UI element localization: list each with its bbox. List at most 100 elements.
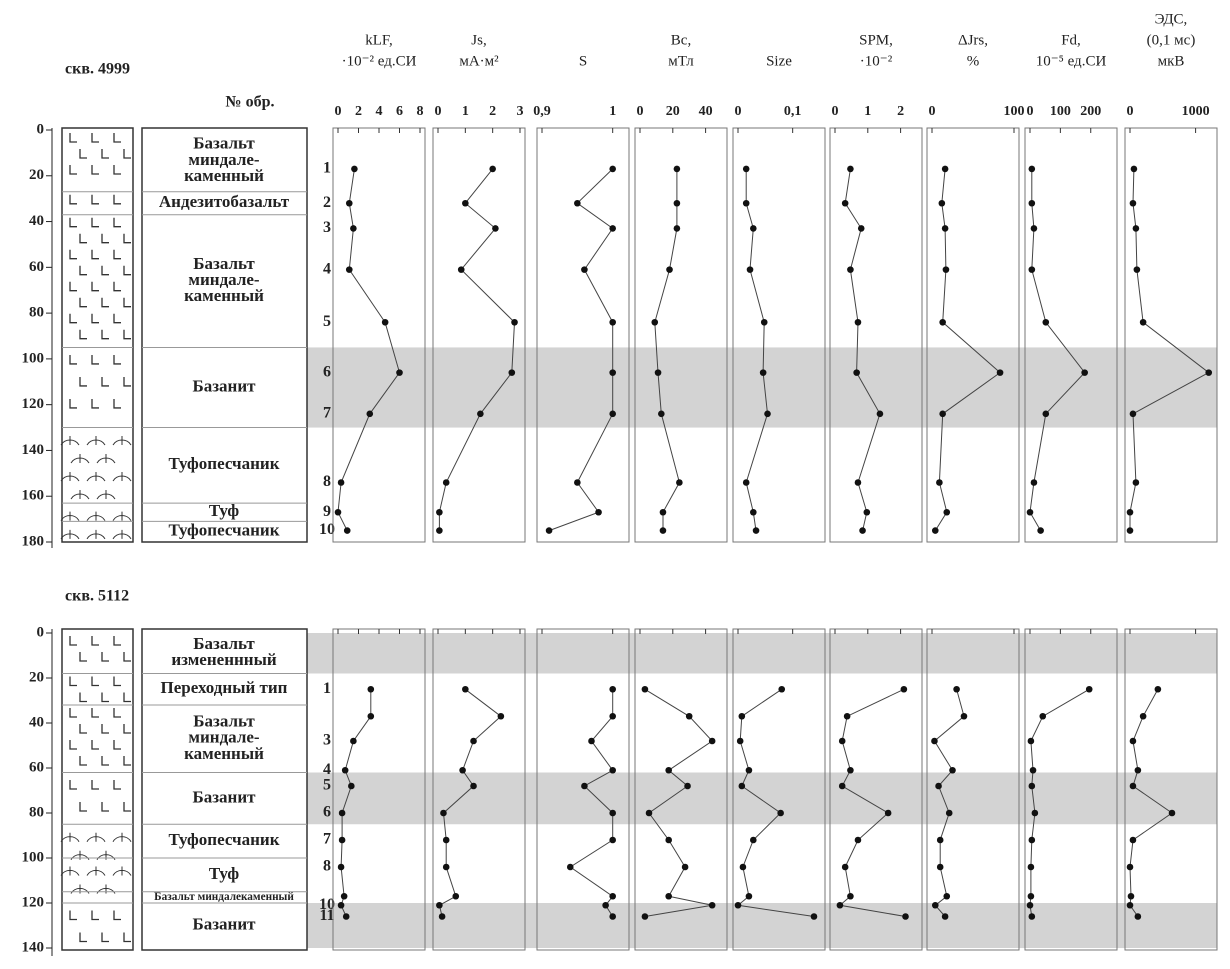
sample-point <box>345 266 353 273</box>
sample-label: 4 <box>323 761 331 778</box>
litho-symbol <box>113 910 121 921</box>
litho-symbol <box>113 740 121 750</box>
param-title: Bc, <box>671 32 691 48</box>
sample-point <box>658 410 665 418</box>
sample-point <box>366 410 374 418</box>
sample-point <box>1030 225 1038 232</box>
sample-point <box>609 836 616 844</box>
litho-symbol <box>60 529 80 540</box>
panel <box>926 628 1020 951</box>
sample-point <box>489 165 496 173</box>
litho-symbol <box>113 636 121 646</box>
sample-point <box>396 369 403 376</box>
depth-tick-label: 80 <box>29 804 44 820</box>
sample-point <box>676 479 683 486</box>
sample-point <box>345 199 353 207</box>
sample-point <box>381 318 389 326</box>
litho-symbol <box>91 780 99 790</box>
sample-point <box>1134 766 1142 774</box>
sample-point <box>666 266 673 273</box>
x-tick-label: 2 <box>355 104 362 119</box>
sample-point <box>338 809 346 817</box>
sample-point <box>497 712 505 720</box>
sample-point <box>1133 266 1141 273</box>
sample-point <box>470 782 477 790</box>
litho-symbol <box>113 313 121 324</box>
litho-symbol <box>60 866 80 876</box>
litho-symbol <box>112 511 132 521</box>
sample-point <box>334 508 342 516</box>
litho-symbol <box>123 297 131 308</box>
rock-name: измененнный <box>171 650 277 669</box>
depth-tick-label: 20 <box>29 669 44 685</box>
sample-point <box>936 863 944 871</box>
litho-symbol <box>123 756 131 766</box>
litho-symbol <box>79 329 87 340</box>
sample-point <box>931 527 939 534</box>
sample-label: 1 <box>323 680 331 697</box>
sample-point <box>1127 892 1135 900</box>
x-tick-label: 1 <box>864 104 871 119</box>
panel <box>732 127 826 543</box>
depth-tick-label: 0 <box>37 121 45 137</box>
sample-point <box>745 892 753 900</box>
x-tick-label: 40 <box>699 104 713 119</box>
sample-point <box>337 901 345 909</box>
sample-point <box>645 809 653 817</box>
depth-tick-label: 60 <box>29 759 44 775</box>
litho-symbol <box>123 692 131 703</box>
sample-point <box>609 685 616 693</box>
sample-point <box>470 737 477 745</box>
sample-point <box>960 712 968 720</box>
sample-point <box>935 782 942 790</box>
sample-point <box>838 782 846 790</box>
depth-tick-label: 40 <box>29 213 44 229</box>
profile-line <box>934 168 1001 531</box>
litho-symbol <box>79 932 87 943</box>
litho-symbol <box>123 149 131 159</box>
litho-symbol <box>69 217 77 228</box>
sample-point <box>342 913 350 920</box>
sample-point <box>734 901 742 909</box>
litho-symbol <box>79 297 87 308</box>
sample-point <box>941 225 949 232</box>
sample-point <box>941 913 949 920</box>
litho-symbol <box>123 329 131 340</box>
depth-tick-label: 20 <box>29 167 44 183</box>
sample-point <box>545 527 553 534</box>
panel <box>536 628 630 951</box>
param-title: Size <box>766 53 792 69</box>
sample-point <box>367 685 375 693</box>
sample-point <box>588 737 595 745</box>
x-tick-label: 0 <box>335 104 342 119</box>
sample-label: 5 <box>323 313 331 330</box>
litho-symbol <box>70 454 90 464</box>
panel <box>926 127 1020 543</box>
sample-point <box>854 479 862 486</box>
x-tick-label: 20 <box>666 104 680 119</box>
litho-symbol <box>60 472 80 482</box>
litho-symbol <box>101 802 109 812</box>
x-tick-label: 0,9 <box>533 104 551 119</box>
litho-symbol <box>101 329 109 340</box>
param-title: мТл <box>668 53 694 69</box>
sample-point <box>659 508 667 516</box>
sample-point <box>574 199 581 207</box>
sample-point <box>884 809 892 817</box>
profile-line <box>745 168 769 531</box>
litho-symbol <box>69 194 77 205</box>
depth-tick-label: 120 <box>22 894 45 910</box>
litho-symbol <box>60 511 80 521</box>
sample-point <box>936 479 943 486</box>
rock-name: миндале- <box>188 728 260 747</box>
litho-symbol <box>123 376 131 387</box>
litho-symbol <box>113 217 121 228</box>
sample-point <box>685 712 693 720</box>
rock-name: Андезитобазальт <box>159 192 290 211</box>
sample-point <box>1028 836 1036 844</box>
sample-point <box>367 712 375 720</box>
litho-symbol <box>79 233 87 244</box>
param-title: мкВ <box>1158 53 1185 69</box>
sample-point <box>442 863 450 871</box>
sample-point <box>462 199 469 207</box>
